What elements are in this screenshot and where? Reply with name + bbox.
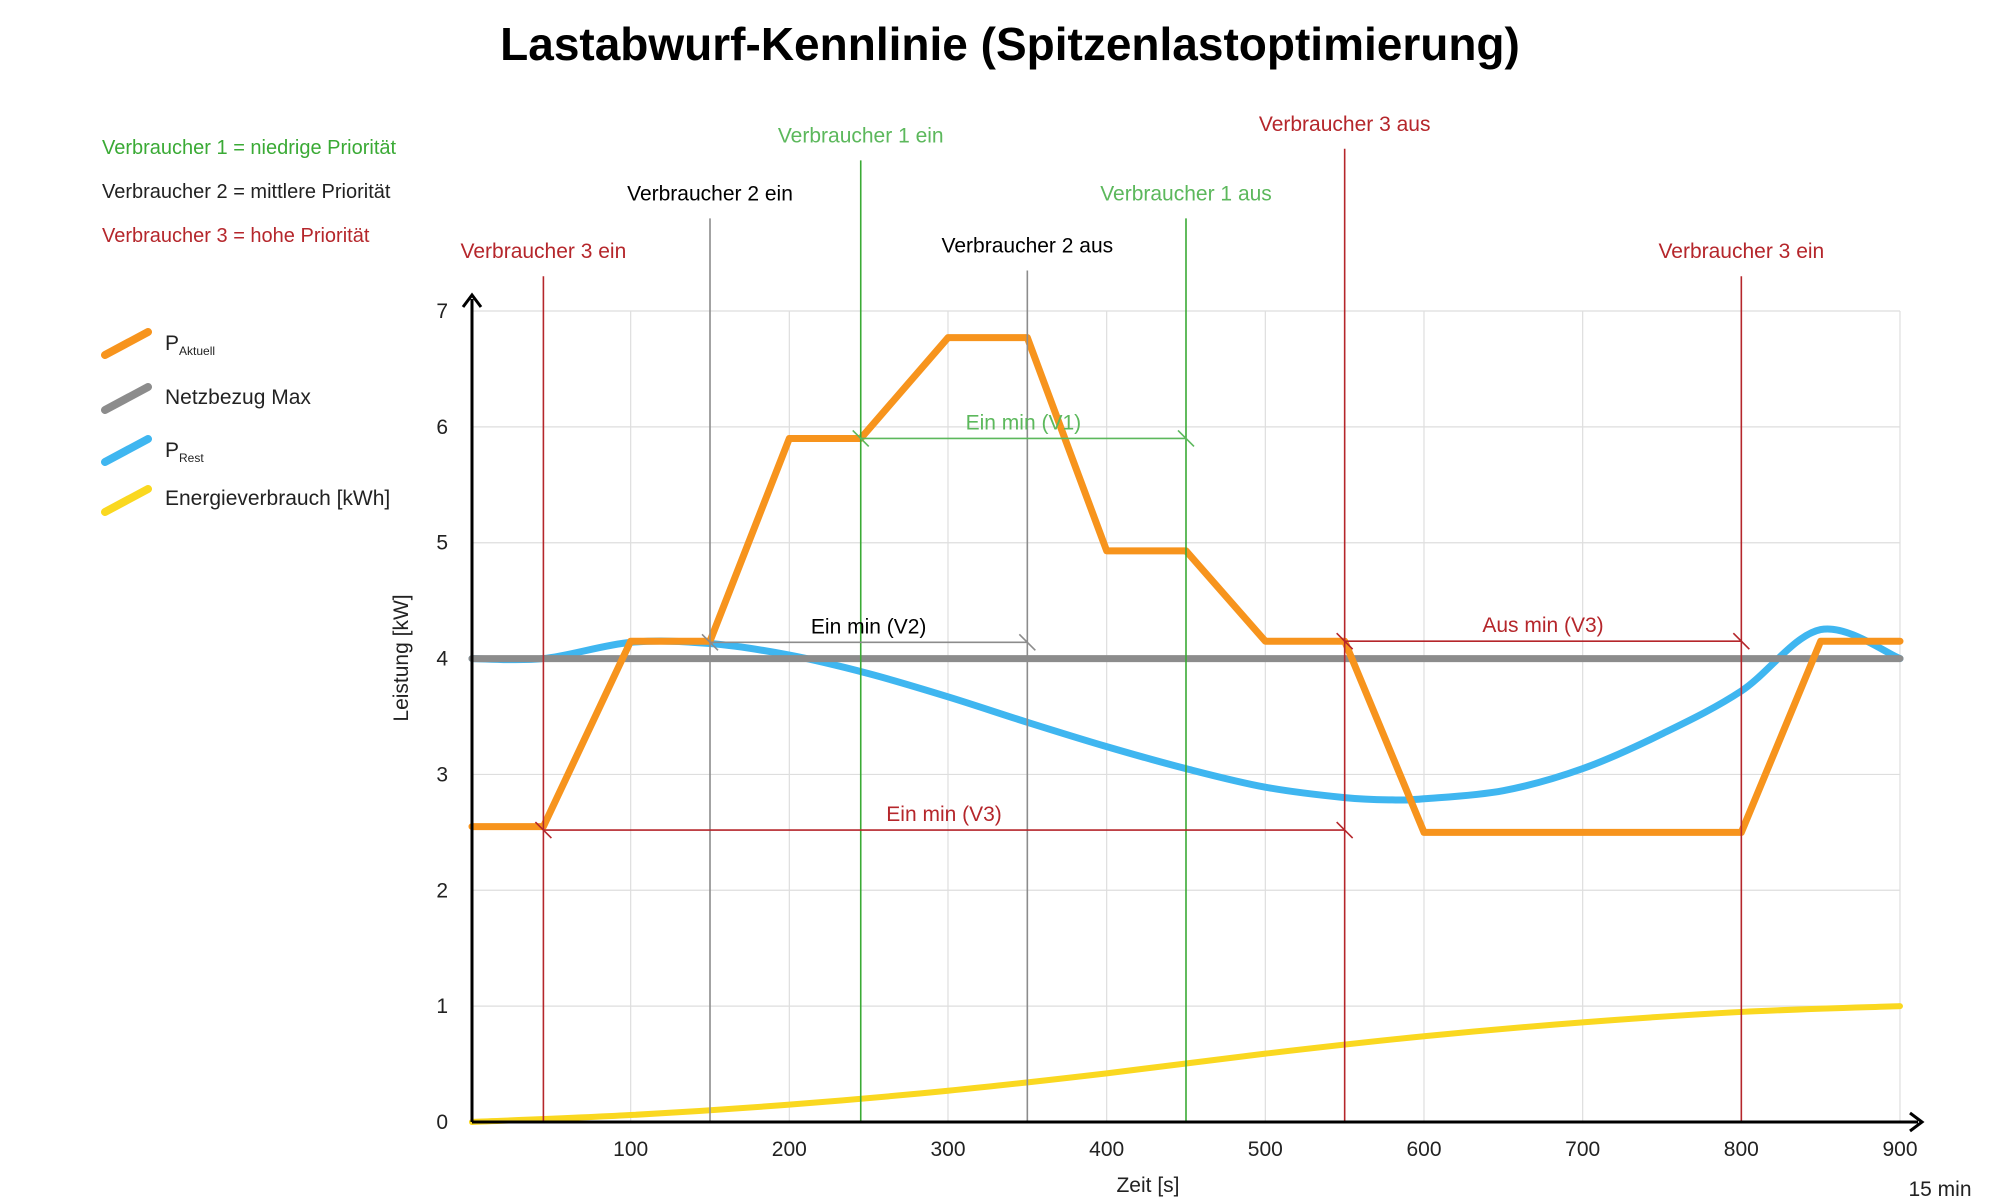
event-label-verbraucher-1-aus-4: Verbraucher 1 aus	[1100, 182, 1272, 205]
x-tick-label-500: 500	[1248, 1138, 1283, 1161]
x-end-label: 15 min	[1908, 1178, 1971, 1200]
x-axis-arrow	[1909, 1111, 1925, 1133]
priority-note-v1: Verbraucher 1 = niedrige Priorität	[102, 137, 396, 159]
x-tick-label-800: 800	[1724, 1138, 1759, 1161]
x-tick-label-400: 400	[1089, 1138, 1124, 1161]
span-tick-start-aus-min-v3	[1336, 632, 1354, 650]
legend-swatch-energieverbrauch	[101, 485, 152, 516]
x-axis-label: Zeit [s]	[1116, 1174, 1179, 1197]
span-tick-end-aus-min-v3	[1732, 632, 1750, 650]
y-tick-label-2: 2	[436, 879, 448, 902]
span-tick-end-ein-min-v3	[1336, 821, 1354, 839]
legend-label-energieverbrauch: Energieverbrauch [kWh]	[165, 487, 390, 510]
y-tick-label-7: 7	[436, 300, 448, 323]
y-tick-label-6: 6	[436, 416, 448, 439]
series-line-p-rest	[468, 625, 1904, 804]
series-line-p-aktuell	[468, 334, 1904, 836]
legend-swatch-netzbezug-max	[101, 383, 152, 414]
y-axis-label: Leistung [kW]	[390, 594, 413, 721]
event-label-verbraucher-3-ein-0: Verbraucher 3 ein	[461, 240, 627, 263]
axes: 100 200 300 400 500 600 700 800 900 0 1 2 3 4 5 6 7	[436, 292, 1925, 1161]
span-label-aus-min-v3: Aus min (V3)	[1482, 614, 1603, 637]
span-label-ein-min-v1: Ein min (V1)	[966, 411, 1082, 434]
x-tick-label-200: 200	[772, 1138, 807, 1161]
span-label-ein-min-v2: Ein min (V2)	[811, 615, 927, 638]
y-tick-label-5: 5	[436, 532, 448, 555]
event-label-verbraucher-1-ein-2: Verbraucher 1 ein	[778, 124, 944, 147]
x-tick-label-600: 600	[1406, 1138, 1441, 1161]
y-axis-arrow	[461, 292, 483, 308]
event-label-verbraucher-3-aus-5: Verbraucher 3 aus	[1259, 113, 1431, 136]
legend-label-p-rest: PRest	[165, 439, 204, 465]
y-tick-label-4: 4	[436, 648, 448, 671]
y-tick-label-3: 3	[436, 763, 448, 786]
span-label-ein-min-v3: Ein min (V3)	[886, 803, 1002, 826]
y-tick-label-1: 1	[436, 995, 448, 1018]
event-label-verbraucher-3-ein-6: Verbraucher 3 ein	[1658, 240, 1824, 263]
priority-note-v2: Verbraucher 2 = mittlere Priorität	[102, 181, 391, 203]
chart-title: Lastabwurf-Kennlinie (Spitzenlastoptimie…	[500, 18, 1520, 70]
legend-swatch-p-aktuell	[101, 328, 152, 359]
x-tick-label-700: 700	[1565, 1138, 1600, 1161]
legend: PAktuell Netzbezug Max PRest Energieverb…	[101, 328, 390, 516]
x-tick-label-300: 300	[930, 1138, 965, 1161]
annotation-layer: Verbraucher 3 ein Verbraucher 2 ein Verbra…	[461, 113, 1824, 1122]
x-tick-label-900: 900	[1882, 1138, 1917, 1161]
legend-swatch-p-rest	[101, 435, 152, 466]
span-tick-start-ein-min-v2	[701, 633, 719, 651]
y-tick-label-0: 0	[436, 1111, 448, 1134]
legend-label-p-aktuell: PAktuell	[165, 332, 215, 358]
span-tick-start-ein-min-v1	[852, 429, 870, 448]
span-tick-end-ein-min-v2	[1018, 633, 1036, 651]
priority-note-v3: Verbraucher 3 = hohe Priorität	[102, 225, 370, 247]
x-tick-label-100: 100	[613, 1138, 648, 1161]
span-tick-start-ein-min-v3	[534, 821, 552, 839]
event-label-verbraucher-2-ein-1: Verbraucher 2 ein	[627, 182, 793, 205]
span-tick-end-ein-min-v1	[1177, 429, 1195, 448]
legend-label-netzbezug-max: Netzbezug Max	[165, 386, 311, 409]
event-label-verbraucher-2-aus-3: Verbraucher 2 aus	[942, 234, 1114, 257]
